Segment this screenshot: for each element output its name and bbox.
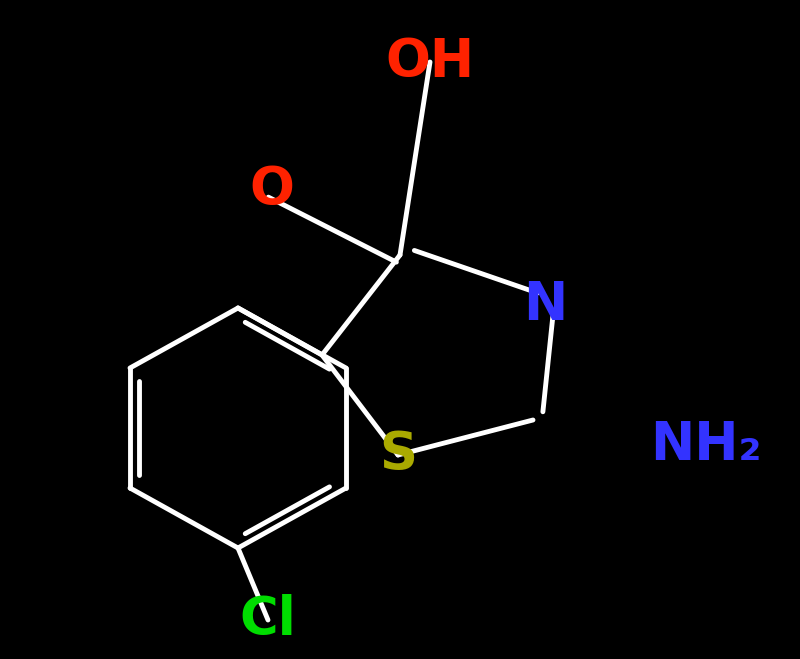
Text: N: N — [523, 279, 567, 331]
Text: O: O — [250, 164, 294, 216]
Text: S: S — [379, 429, 417, 481]
Text: OH: OH — [386, 36, 474, 88]
Text: NH₂: NH₂ — [650, 419, 762, 471]
Text: Cl: Cl — [240, 594, 296, 646]
